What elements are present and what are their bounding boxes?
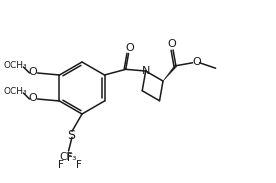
Text: CF₃: CF₃ (60, 152, 77, 162)
Text: O: O (192, 57, 201, 67)
Text: N: N (142, 66, 150, 76)
Text: S: S (67, 129, 75, 142)
Text: F: F (76, 160, 81, 170)
Text: O: O (28, 67, 37, 77)
Polygon shape (163, 65, 177, 81)
Text: OCH₃: OCH₃ (4, 61, 27, 70)
Text: O: O (28, 93, 37, 103)
Text: F: F (67, 153, 73, 163)
Text: F: F (58, 160, 63, 170)
Text: O: O (125, 43, 134, 53)
Text: O: O (168, 39, 176, 49)
Text: OCH₃: OCH₃ (4, 87, 27, 96)
